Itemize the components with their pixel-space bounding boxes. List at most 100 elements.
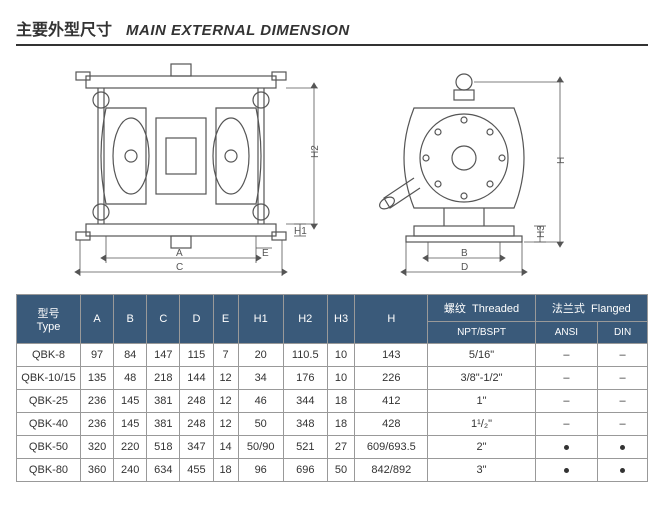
cell-din: – xyxy=(598,413,648,436)
cell-B: 220 xyxy=(114,436,147,459)
title-row: 主要外型尺寸 MAIN EXTERNAL DIMENSION xyxy=(16,16,648,46)
cell-npt: 3" xyxy=(428,459,535,482)
cell-C: 518 xyxy=(147,436,180,459)
cell-B: 84 xyxy=(114,344,147,367)
cell-C: 381 xyxy=(147,390,180,413)
table-row: QBK-10/15135482181441234176102263/8"-1/2… xyxy=(17,367,648,390)
cell-D: 248 xyxy=(180,413,213,436)
cell-C: 381 xyxy=(147,413,180,436)
cell-D: 347 xyxy=(180,436,213,459)
cell-E: 12 xyxy=(213,413,238,436)
cell-ansi xyxy=(535,459,597,482)
dim-h: H xyxy=(556,157,567,164)
cell-A: 97 xyxy=(81,344,114,367)
cell-H2: 176 xyxy=(283,367,327,390)
cell-A: 360 xyxy=(81,459,114,482)
cell-H2: 521 xyxy=(283,436,327,459)
dim-h2: H2 xyxy=(310,145,321,158)
cell-B: 145 xyxy=(114,413,147,436)
cell-B: 240 xyxy=(114,459,147,482)
cell-din xyxy=(598,436,648,459)
cell-H: 226 xyxy=(355,367,428,390)
cell-A: 320 xyxy=(81,436,114,459)
cell-npt: 5/16" xyxy=(428,344,535,367)
cell-H: 412 xyxy=(355,390,428,413)
cell-C: 218 xyxy=(147,367,180,390)
th-ansi: ANSI xyxy=(535,322,597,344)
cell-type: QBK-8 xyxy=(17,344,81,367)
cell-D: 455 xyxy=(180,459,213,482)
th-npt: NPT/BSPT xyxy=(428,322,535,344)
th-type: 型号 Type xyxy=(17,295,81,344)
cell-E: 12 xyxy=(213,367,238,390)
cell-ansi: – xyxy=(535,344,597,367)
title-english: MAIN EXTERNAL DIMENSION xyxy=(126,22,350,39)
cell-type: QBK-50 xyxy=(17,436,81,459)
cell-H2: 344 xyxy=(283,390,327,413)
th-a: A xyxy=(81,295,114,344)
cell-H3: 10 xyxy=(327,367,355,390)
cell-B: 48 xyxy=(114,367,147,390)
table-row: QBK-89784147115720110.5101435/16"–– xyxy=(17,344,648,367)
cell-H3: 27 xyxy=(327,436,355,459)
th-h: H xyxy=(355,295,428,344)
cell-ansi: – xyxy=(535,390,597,413)
th-h1: H1 xyxy=(238,295,283,344)
dimensions-table: 型号 Type A B C D E H1 H2 H3 H 螺纹 Threaded… xyxy=(16,294,648,482)
cell-npt: 1¹/₂" xyxy=(428,413,535,436)
side-view-drawing: H H3 B D xyxy=(354,58,584,278)
cell-H1: 50/90 xyxy=(238,436,283,459)
th-h2: H2 xyxy=(283,295,327,344)
cell-H: 609/693.5 xyxy=(355,436,428,459)
cell-ansi: – xyxy=(535,367,597,390)
cell-A: 135 xyxy=(81,367,114,390)
cell-type: QBK-40 xyxy=(17,413,81,436)
cell-npt: 3/8"-1/2" xyxy=(428,367,535,390)
th-threaded: 螺纹 Threaded xyxy=(428,295,535,322)
dim-a: A xyxy=(176,248,183,259)
table-body: QBK-89784147115720110.5101435/16"––QBK-1… xyxy=(17,344,648,482)
dim-d: D xyxy=(461,262,468,273)
cell-E: 14 xyxy=(213,436,238,459)
cell-type: QBK-25 xyxy=(17,390,81,413)
cell-D: 115 xyxy=(180,344,213,367)
cell-H: 842/892 xyxy=(355,459,428,482)
cell-E: 12 xyxy=(213,390,238,413)
cell-H2: 348 xyxy=(283,413,327,436)
title-chinese: 主要外型尺寸 xyxy=(16,16,112,40)
cell-H1: 34 xyxy=(238,367,283,390)
th-e: E xyxy=(213,295,238,344)
cell-B: 145 xyxy=(114,390,147,413)
cell-H1: 96 xyxy=(238,459,283,482)
cell-H1: 46 xyxy=(238,390,283,413)
cell-ansi xyxy=(535,436,597,459)
cell-H: 143 xyxy=(355,344,428,367)
cell-H1: 50 xyxy=(238,413,283,436)
th-din: DIN xyxy=(598,322,648,344)
cell-C: 634 xyxy=(147,459,180,482)
cell-H2: 696 xyxy=(283,459,327,482)
cell-din: – xyxy=(598,344,648,367)
table-row: QBK-80360240634455189669650842/8923" xyxy=(17,459,648,482)
table-row: QBK-402361453812481250348184281¹/₂"–– xyxy=(17,413,648,436)
cell-H3: 18 xyxy=(327,390,355,413)
cell-E: 18 xyxy=(213,459,238,482)
cell-din: – xyxy=(598,390,648,413)
dim-h1: H1 xyxy=(294,226,307,237)
cell-H2: 110.5 xyxy=(283,344,327,367)
cell-H3: 18 xyxy=(327,413,355,436)
cell-H3: 10 xyxy=(327,344,355,367)
cell-D: 248 xyxy=(180,390,213,413)
cell-din: – xyxy=(598,367,648,390)
th-h3: H3 xyxy=(327,295,355,344)
th-flanged: 法兰式 Flanged xyxy=(535,295,647,322)
cell-E: 7 xyxy=(213,344,238,367)
cell-D: 144 xyxy=(180,367,213,390)
dim-e: E xyxy=(262,248,269,259)
cell-H1: 20 xyxy=(238,344,283,367)
cell-din xyxy=(598,459,648,482)
cell-C: 147 xyxy=(147,344,180,367)
front-view-drawing: A C E H1 H2 xyxy=(36,58,326,278)
cell-type: QBK-80 xyxy=(17,459,81,482)
cell-H: 428 xyxy=(355,413,428,436)
